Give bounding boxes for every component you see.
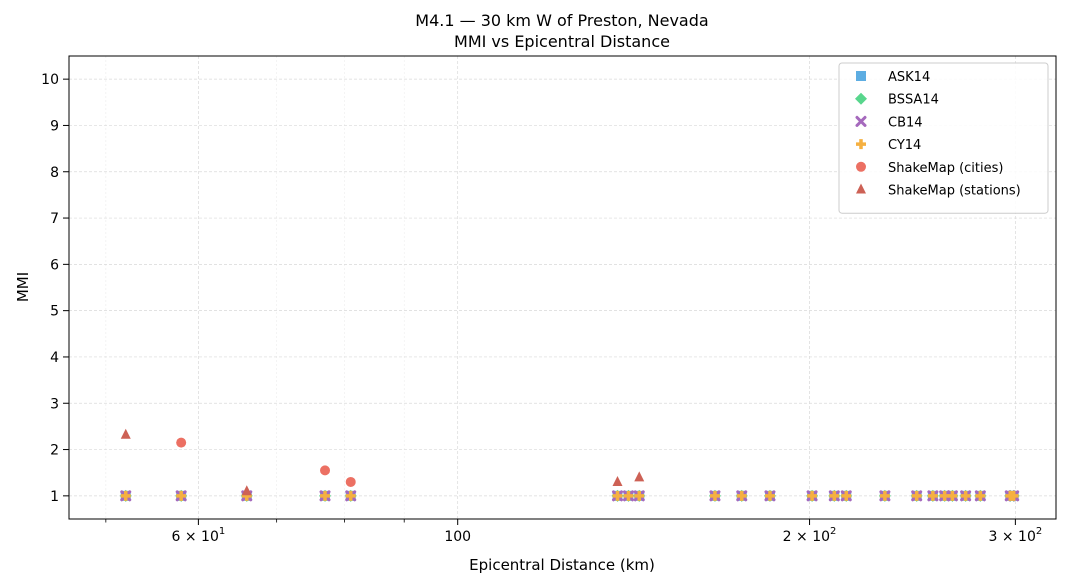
data-point [927,490,938,501]
data-point [829,490,840,501]
data-point [623,490,634,501]
data-point [709,490,720,501]
y-tick-label: 5 [50,304,59,320]
data-point [911,490,922,501]
data-point [975,490,986,501]
data-point [879,490,890,501]
legend-label: CY14 [888,138,921,153]
data-point [612,490,623,501]
x-tick-label: 3 × 102 [989,526,1043,545]
data-point [241,485,252,496]
data-point [345,476,356,487]
legend: ASK14 BSSA14 CB14 CY14 ShakeMap (cities) Shak… [838,62,1049,214]
x-tick-label: 2 × 102 [783,526,837,545]
data-point [764,490,775,501]
series-cy14 [120,490,1019,501]
y-tick-label: 1 [50,489,59,505]
data-point [176,437,187,448]
y-tick-label: 2 [50,443,59,459]
legend-label: ASK14 [888,70,930,85]
data-point [345,490,356,501]
y-tick-label: 6 [50,257,59,273]
y-tick-label: 10 [41,72,59,88]
y-tick-label: 9 [50,118,59,134]
data-point [960,490,971,501]
data-point [612,475,623,486]
data-point [1008,490,1019,501]
data-point [634,471,645,482]
y-tick-label: 7 [50,211,59,227]
legend-marker [856,71,866,81]
chart-title: M4.1 — 30 km W of Preston, Nevada [415,11,708,30]
data-point [120,428,131,439]
data-point [736,490,747,501]
chart-subtitle: MMI vs Epicentral Distance [454,32,670,51]
y-tick-label: 4 [50,350,59,366]
y-tick-label: 8 [50,165,59,181]
legend-label: BSSA14 [888,93,939,108]
y-axis-label: MMI [14,272,32,302]
legend-marker [856,183,866,194]
data-point [120,490,131,501]
legend-box [838,62,1049,214]
legend-marker [855,115,867,127]
data-point [807,490,818,501]
data-point [320,465,331,476]
legend-marker [855,92,867,105]
x-axis-label: Epicentral Distance (km) [469,556,655,574]
data-point [176,490,187,501]
legend-label: ShakeMap (stations) [888,184,1021,199]
legend-marker [856,161,866,172]
y-axis-ticks: 1 2 3 4 5 6 7 8 9 10 [41,72,69,505]
plot-frame [68,55,1057,520]
legend-label: ShakeMap (cities) [888,161,1003,176]
data-point [320,490,331,501]
legend-label: CB14 [888,115,923,130]
data-points [119,428,1020,502]
x-axis-ticks: 6 × 101 100 2 × 102 3 × 102 [105,519,1043,545]
series-shakemap-stations [120,428,645,496]
x-tick-label: 6 × 101 [172,526,226,545]
y-tick-label: 3 [50,396,59,412]
legend-marker [856,139,866,150]
series-shakemap-cities [176,437,356,487]
data-point [634,490,645,501]
data-point [947,490,958,501]
x-tick-label: 100 [444,529,471,545]
data-point [841,490,852,501]
